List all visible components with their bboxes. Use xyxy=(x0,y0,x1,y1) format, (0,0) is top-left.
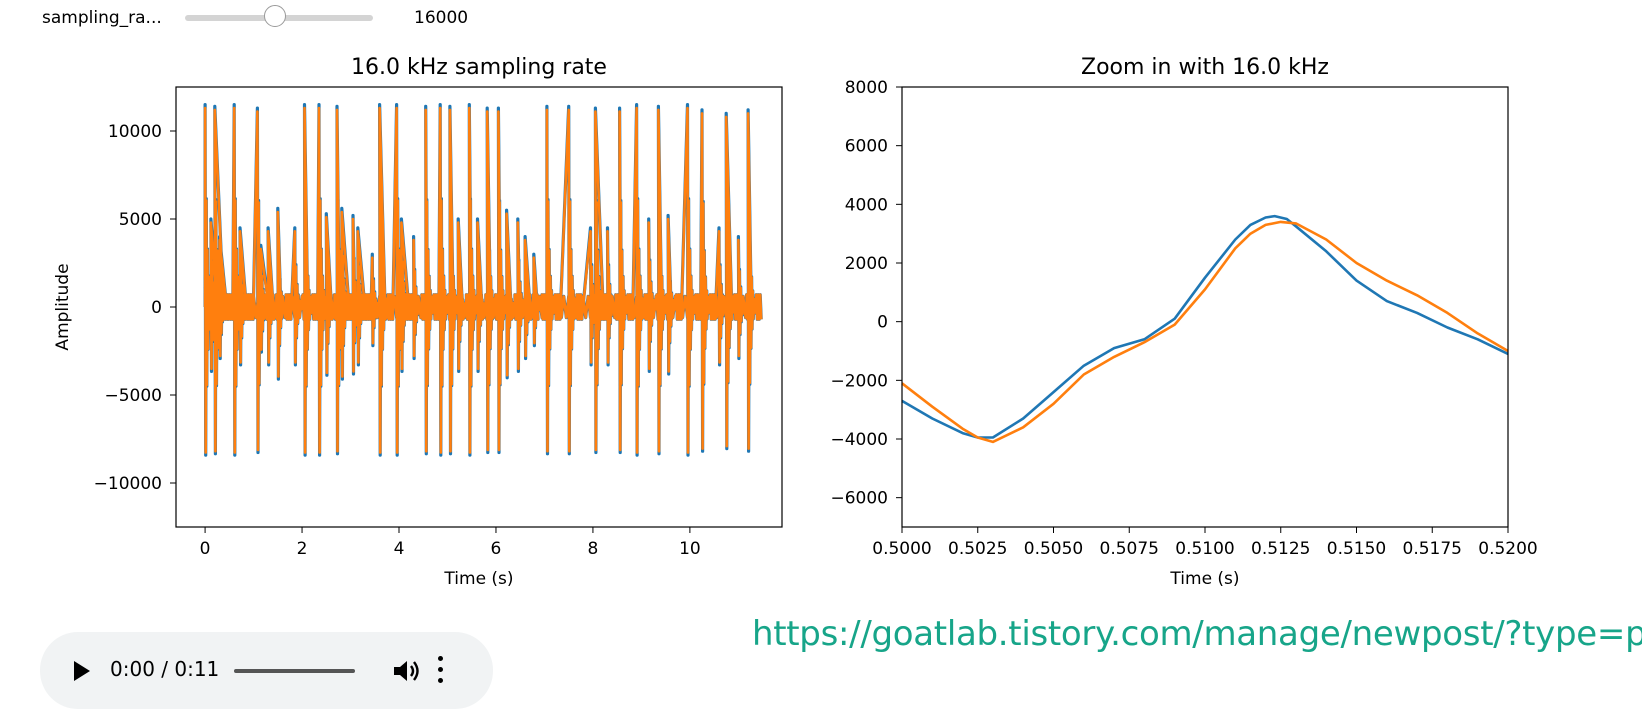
chart-title: Zoom in with 16.0 kHz xyxy=(1081,55,1329,80)
audio-time: 0:00 / 0:11 xyxy=(110,657,220,681)
slider-value: 16000 xyxy=(414,8,469,28)
x-axis-label: Time (s) xyxy=(443,569,513,589)
x-tick-label: 4 xyxy=(394,539,405,559)
y-tick-label: 8000 xyxy=(845,78,888,98)
x-tick-label: 0.5125 xyxy=(1251,539,1310,559)
x-tick-label: 0.5025 xyxy=(948,539,1007,559)
x-tick-label: 10 xyxy=(679,539,701,559)
audio-progress-bar[interactable] xyxy=(234,669,355,673)
slider-label: sampling_ra... xyxy=(42,8,162,28)
y-tick-label: −4000 xyxy=(830,430,888,450)
url-watermark: https://goatlab.tistory.com/manage/newpo… xyxy=(752,614,1642,654)
chart-title: 16.0 kHz sampling rate xyxy=(351,55,607,80)
x-tick-label: 0.5150 xyxy=(1327,539,1386,559)
y-tick-label: 6000 xyxy=(845,137,888,157)
y-axis-label: Amplitude xyxy=(53,263,73,350)
y-tick-label: 2000 xyxy=(845,254,888,274)
y-tick-label: 10000 xyxy=(108,122,162,142)
x-tick-label: 0.5200 xyxy=(1478,539,1537,559)
x-tick-label: 0.5075 xyxy=(1100,539,1159,559)
volume-icon[interactable] xyxy=(392,659,422,683)
x-tick-label: 6 xyxy=(491,539,502,559)
y-tick-label: −2000 xyxy=(830,371,888,391)
play-icon[interactable] xyxy=(74,661,90,681)
sampling-rate-slider-row: sampling_ra... 16000 xyxy=(0,0,520,38)
x-tick-label: 0.5175 xyxy=(1403,539,1462,559)
y-tick-label: 4000 xyxy=(845,195,888,215)
x-tick-label: 0.5100 xyxy=(1175,539,1234,559)
more-options-icon[interactable] xyxy=(438,656,446,686)
y-tick-label: 0 xyxy=(151,298,162,318)
x-tick-label: 0.5050 xyxy=(1024,539,1083,559)
x-tick-label: 2 xyxy=(297,539,308,559)
x-tick-label: 0.5000 xyxy=(872,539,931,559)
y-tick-label: −6000 xyxy=(830,489,888,509)
series-line-1 xyxy=(901,214,1509,439)
x-tick-label: 0 xyxy=(200,539,211,559)
series-line-2 xyxy=(203,106,763,454)
y-tick-label: −5000 xyxy=(104,386,162,406)
y-tick-label: −10000 xyxy=(94,474,162,494)
charts-figure: 0 2 4 6 8 10 10000 5000 0 −5000 −10000 16.0 kHz sam… xyxy=(53,55,1538,589)
x-axis-label: Time (s) xyxy=(1169,569,1239,589)
x-tick-label: 8 xyxy=(588,539,599,559)
y-tick-label: 0 xyxy=(877,313,888,333)
series-line-2 xyxy=(901,220,1509,444)
axes-frame xyxy=(901,86,1509,528)
audio-player: 0:00 / 0:11 xyxy=(40,632,493,709)
y-tick-label: 5000 xyxy=(119,210,162,230)
series-line-1 xyxy=(203,103,763,457)
slider-thumb[interactable] xyxy=(264,5,286,27)
